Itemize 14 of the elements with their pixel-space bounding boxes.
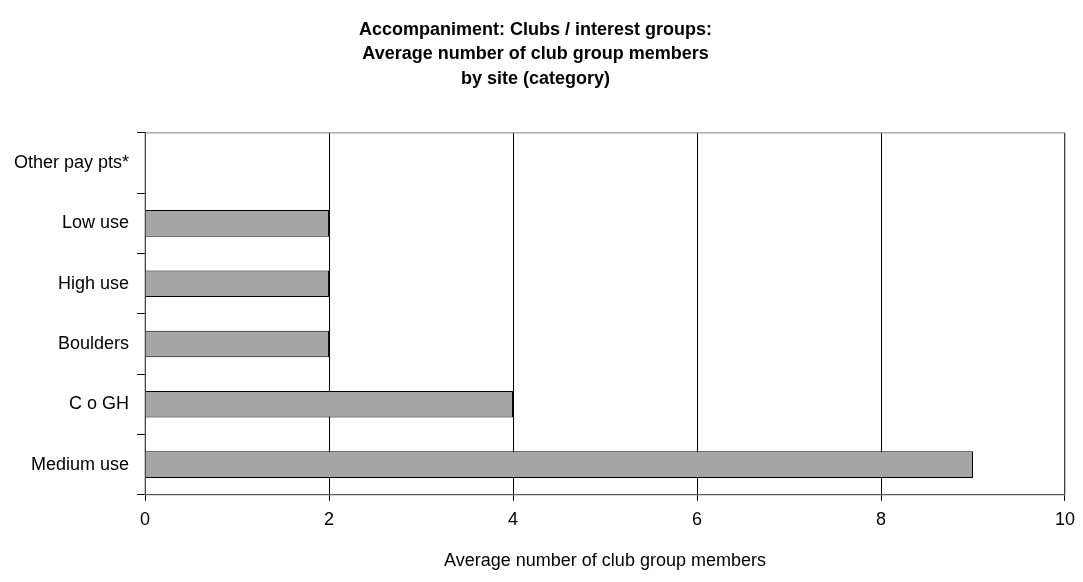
- x-tick-label: 2: [324, 508, 335, 529]
- x-tick-label: 4: [508, 508, 519, 529]
- y-tick-label: Low use: [62, 212, 130, 233]
- x-tick-label: 10: [1054, 508, 1075, 529]
- x-tick-label: 6: [692, 508, 703, 529]
- y-tick-label: Boulders: [58, 332, 130, 353]
- x-tick-label: 8: [876, 508, 887, 529]
- x-axis-title: Average number of club group members: [444, 550, 766, 571]
- y-tick-label: Other pay pts*: [14, 152, 130, 173]
- x-tick-label: 0: [140, 508, 151, 529]
- y-tick-label: Medium use: [31, 453, 130, 474]
- y-tick-label: High use: [58, 272, 130, 293]
- y-tick-label: C o GH: [69, 393, 130, 414]
- chart-title: Accompaniment: Clubs / interest groups: Average number of club group members by site (category): [358, 19, 713, 88]
